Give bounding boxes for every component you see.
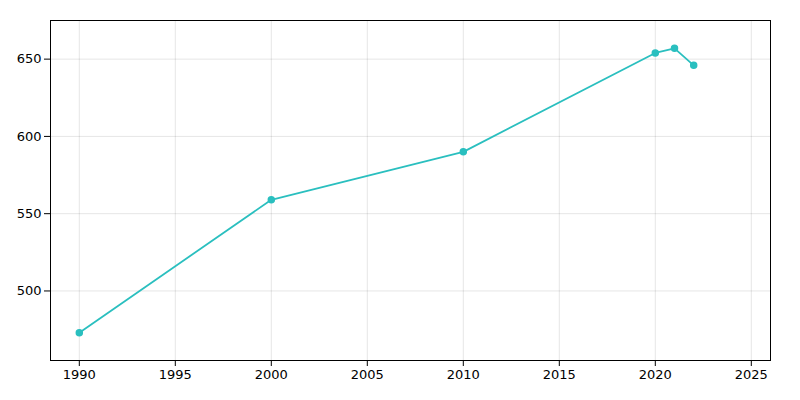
svg-text:2010: 2010 bbox=[447, 367, 480, 382]
svg-text:1995: 1995 bbox=[159, 367, 192, 382]
svg-text:550: 550 bbox=[17, 206, 42, 221]
svg-text:600: 600 bbox=[17, 129, 42, 144]
svg-text:2015: 2015 bbox=[543, 367, 576, 382]
svg-text:500: 500 bbox=[17, 283, 42, 298]
svg-text:2025: 2025 bbox=[735, 367, 768, 382]
svg-text:2005: 2005 bbox=[351, 367, 384, 382]
svg-text:2000: 2000 bbox=[255, 367, 288, 382]
svg-text:2020: 2020 bbox=[639, 367, 672, 382]
svg-text:650: 650 bbox=[17, 51, 42, 66]
svg-text:1990: 1990 bbox=[63, 367, 96, 382]
